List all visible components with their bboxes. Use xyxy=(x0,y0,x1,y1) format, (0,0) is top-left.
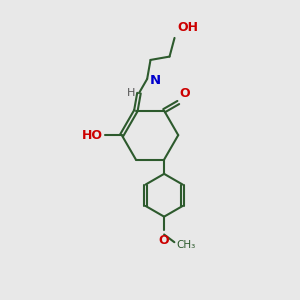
Text: CH₃: CH₃ xyxy=(177,240,196,250)
Text: O: O xyxy=(159,234,170,247)
Text: O: O xyxy=(180,87,190,100)
Text: HO: HO xyxy=(82,129,103,142)
Text: H: H xyxy=(127,88,135,98)
Text: N: N xyxy=(149,74,161,87)
Text: OH: OH xyxy=(177,21,198,34)
